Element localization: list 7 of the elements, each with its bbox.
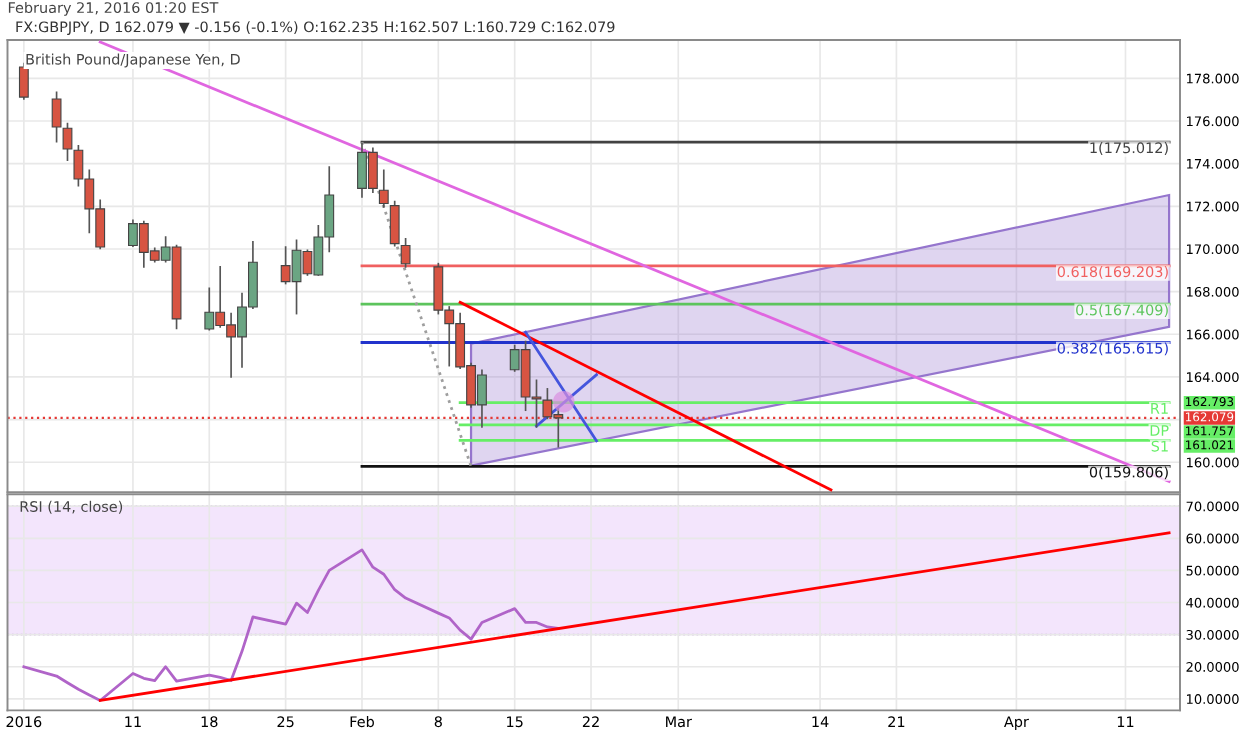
candlestick — [18, 62, 29, 100]
candlestick — [62, 122, 73, 162]
candlestick — [400, 238, 411, 268]
candlestick — [389, 200, 400, 247]
candlestick — [378, 169, 389, 208]
line-series — [22, 548, 560, 702]
candlestick — [51, 91, 62, 143]
